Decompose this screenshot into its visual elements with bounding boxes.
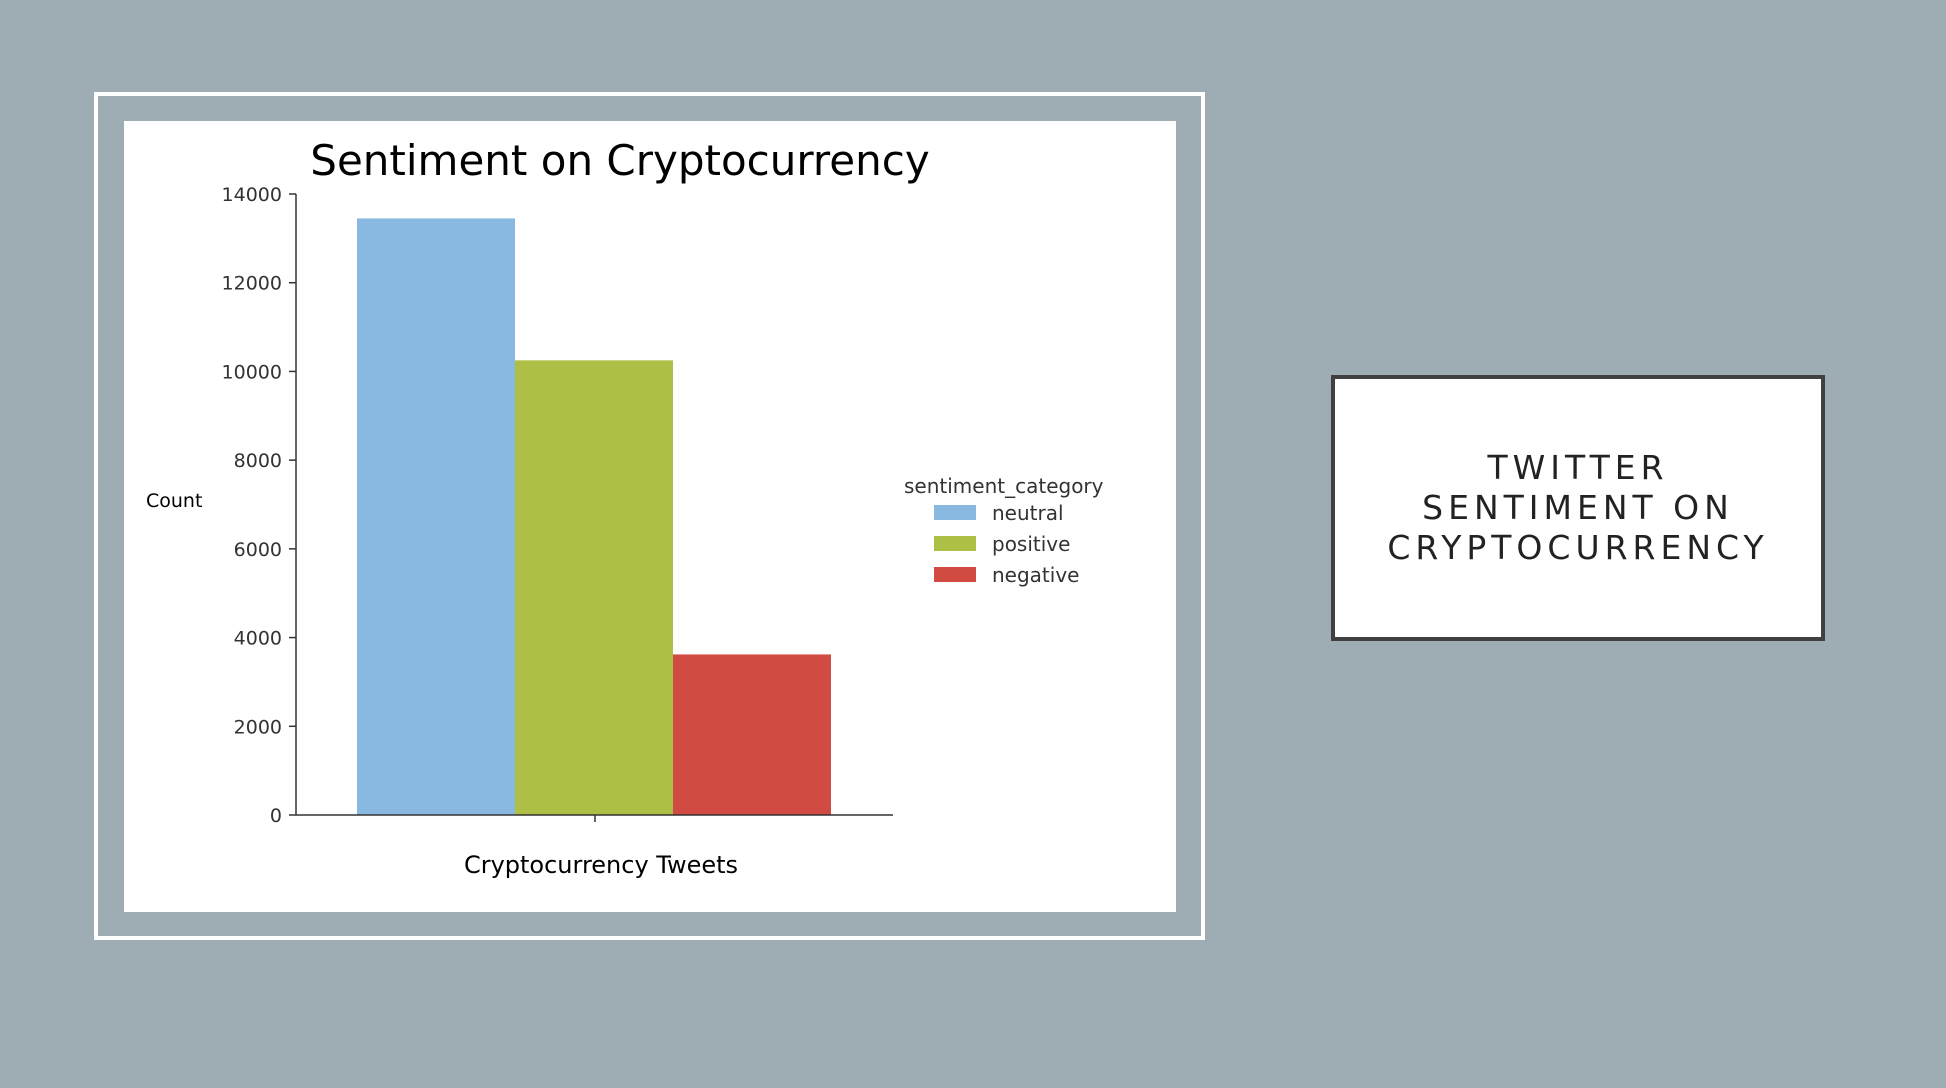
bars (357, 218, 831, 815)
y-tick-label: 0 (270, 805, 282, 827)
legend-title: sentiment_category (904, 474, 1104, 498)
legend-swatch-positive (934, 536, 976, 551)
bar-positive (515, 360, 673, 815)
y-tick-label: 8000 (234, 450, 282, 472)
slide-title: TWITTER SENTIMENT ON CRYPTOCURRENCY (1387, 448, 1769, 567)
chart-frame (94, 92, 1205, 940)
y-tick-label: 4000 (234, 628, 282, 650)
x-axis-label: Cryptocurrency Tweets (464, 851, 738, 879)
y-axis-label: Count (146, 490, 202, 512)
legend: sentiment_category neutral positive negati… (904, 474, 1104, 587)
y-axis-ticks: 0 2000 4000 6000 8000 10000 12000 14000 (222, 184, 296, 827)
bar-neutral (357, 218, 515, 815)
legend-label-neutral: neutral (992, 501, 1064, 525)
y-tick-label: 12000 (222, 273, 282, 295)
legend-swatch-negative (934, 567, 976, 582)
legend-label-positive: positive (992, 532, 1070, 556)
bar-negative (673, 654, 831, 815)
legend-label-negative: negative (992, 563, 1079, 587)
y-tick-label: 10000 (222, 361, 282, 383)
y-tick-label: 6000 (234, 539, 282, 561)
chart-title: Sentiment on Cryptocurrency (310, 136, 929, 185)
slide-title-box: TWITTER SENTIMENT ON CRYPTOCURRENCY (1331, 375, 1825, 641)
y-tick-label: 14000 (222, 184, 282, 206)
bar-chart: Sentiment on Cryptocurrency Count Crypto… (124, 121, 1176, 912)
legend-swatch-neutral (934, 505, 976, 520)
y-tick-label: 2000 (234, 716, 282, 738)
